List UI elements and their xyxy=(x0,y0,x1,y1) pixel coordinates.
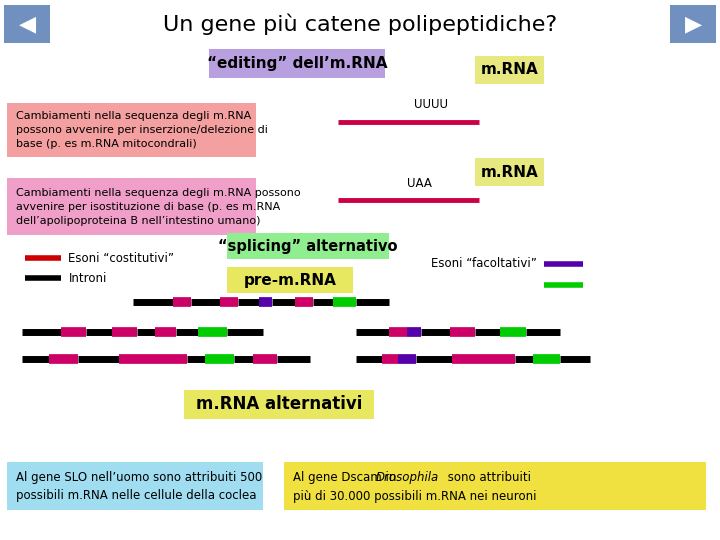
FancyBboxPatch shape xyxy=(475,56,544,84)
Text: m.RNA: m.RNA xyxy=(480,165,539,180)
Text: Al gene Dscam in: Al gene Dscam in xyxy=(293,471,400,484)
FancyBboxPatch shape xyxy=(7,103,256,157)
FancyBboxPatch shape xyxy=(4,5,50,43)
Text: Esoni “costitutivi”: Esoni “costitutivi” xyxy=(68,252,174,265)
Text: Cambiamenti nella sequenza degli m.RNA
possono avvenire per inserzione/delezione: Cambiamenti nella sequenza degli m.RNA p… xyxy=(16,111,268,148)
FancyBboxPatch shape xyxy=(227,233,389,259)
Text: UUUU: UUUU xyxy=(414,98,448,111)
Text: m.RNA: m.RNA xyxy=(480,62,539,77)
FancyBboxPatch shape xyxy=(284,462,706,510)
Text: “editing” dell’m.RNA: “editing” dell’m.RNA xyxy=(207,56,387,71)
Text: Al gene SLO nell’uomo sono attribuiti 500
possibili m.RNA nelle cellule della co: Al gene SLO nell’uomo sono attribuiti 50… xyxy=(16,470,262,502)
Text: ◀: ◀ xyxy=(19,14,36,35)
FancyBboxPatch shape xyxy=(184,390,374,418)
FancyBboxPatch shape xyxy=(227,267,353,293)
Text: sono attribuiti: sono attribuiti xyxy=(444,471,531,484)
Text: “splicing” alternativo: “splicing” alternativo xyxy=(218,239,397,254)
Text: Esoni “facoltativi”: Esoni “facoltativi” xyxy=(431,257,536,270)
Text: Introni: Introni xyxy=(68,272,107,285)
Text: Un gene più catene polipeptidiche?: Un gene più catene polipeptidiche? xyxy=(163,14,557,35)
Text: UAA: UAA xyxy=(407,177,432,190)
FancyBboxPatch shape xyxy=(7,178,256,235)
FancyBboxPatch shape xyxy=(7,462,263,510)
Text: Cambiamenti nella sequenza degli m.RNA possono
avvenire per isostituzione di bas: Cambiamenti nella sequenza degli m.RNA p… xyxy=(16,187,300,226)
FancyBboxPatch shape xyxy=(670,5,716,43)
Text: m.RNA alternativi: m.RNA alternativi xyxy=(196,395,362,414)
Text: Drosophila: Drosophila xyxy=(376,471,439,484)
Text: ▶: ▶ xyxy=(685,14,702,35)
Text: più di 30.000 possibili m.RNA nei neuroni: più di 30.000 possibili m.RNA nei neuron… xyxy=(293,490,536,503)
Text: pre-m.RNA: pre-m.RNA xyxy=(243,273,336,288)
FancyBboxPatch shape xyxy=(475,158,544,186)
FancyBboxPatch shape xyxy=(209,49,385,78)
